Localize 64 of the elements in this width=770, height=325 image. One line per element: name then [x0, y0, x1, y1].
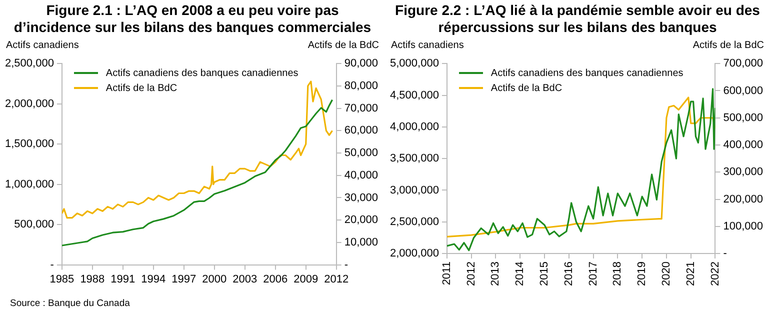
x-tick-label: 2022 [709, 262, 722, 286]
x-tick-label: 1988 [80, 273, 105, 286]
y-tick-label: 4,500,000 [390, 89, 439, 102]
y-axis-title: Actifs canadiens [6, 40, 79, 53]
y-tick-label: 2,000,000 [390, 248, 439, 260]
x-tick-label: 2003 [232, 273, 258, 286]
y-tick-label: 500,000 [14, 218, 54, 231]
y2-tick-label: 90,000 [344, 58, 378, 70]
x-tick-label: 2009 [294, 273, 318, 286]
y-tick-label: 3,500,000 [390, 152, 439, 165]
y-tick-label: 1,500,000 [5, 138, 54, 150]
x-tick-label: 1991 [110, 273, 136, 286]
x-tick-label: 2000 [202, 273, 227, 286]
y2-axis-title: Actifs de la BdC [308, 40, 379, 53]
y2-tick-label: 60,000 [344, 124, 378, 137]
y-axis-title: Actifs canadiens [391, 40, 464, 53]
x-tick-label: 2012 [324, 273, 349, 286]
y2-tick-label: 80,000 [344, 80, 378, 92]
y2-tick-label: 50,000 [344, 147, 378, 160]
y2-tick-label: 100,000 [723, 220, 764, 232]
y2-tick-label: 20,000 [344, 214, 378, 226]
y2-tick-label: 40,000 [344, 169, 378, 182]
y2-tick-label: 400,000 [723, 139, 764, 152]
chart-title: Figure 2.1 : L’AQ en 2008 a eu peu voire pas d’incidence sur les bilans des banques commerciales [12, 1, 372, 37]
x-tick-label: 2019 [636, 262, 648, 286]
x-tick-label: 1997 [172, 273, 196, 286]
x-tick-label: 2020 [660, 262, 672, 286]
y-tick-label: - [50, 258, 54, 271]
y-tick-label: 3,000,000 [390, 184, 439, 196]
y2-tick-label: 30,000 [344, 192, 378, 204]
x-tick-label: 2016 [562, 262, 575, 286]
x-tick-label: 2021 [684, 262, 697, 286]
x-tick-label: 1985 [50, 273, 74, 286]
x-tick-label: 2014 [514, 262, 526, 286]
legend-label: Actifs canadiens des banques canadiennes [490, 68, 684, 79]
y2-tick-label: 700,000 [723, 58, 764, 70]
x-tick-label: 2018 [612, 262, 624, 286]
legend-label: Actifs canadiens des banques canadiennes [106, 68, 298, 79]
x-tick-label: 2012 [465, 262, 478, 286]
y2-tick-label: 500,000 [723, 112, 764, 124]
legend-label: Actifs de la BdC [490, 82, 562, 94]
y2-axis-title: Actifs de la BdC [692, 40, 764, 53]
x-tick-label: 2011 [440, 262, 453, 286]
y-tick-label: 2,500,000 [390, 216, 439, 228]
y2-tick-label: - [344, 258, 348, 271]
x-tick-label: 2015 [538, 262, 551, 286]
y-tick-label: 2,500,000 [5, 58, 54, 70]
y2-tick-label: 300,000 [723, 166, 764, 178]
source-note: Source : Banque du Canada [10, 298, 130, 309]
y-tick-label: 1,000,000 [5, 178, 54, 190]
chart-title: Figure 2.2 : L’AQ lié à la pandémie semble avoir eu des répercussions sur les bilans des banques [394, 1, 761, 37]
y-tick-label: 2,000,000 [5, 98, 54, 110]
x-tick-label: 2006 [263, 273, 288, 286]
y2-tick-label: 200,000 [723, 193, 764, 206]
y2-tick-label: 10,000 [344, 236, 378, 248]
y-tick-label: 5,000,000 [390, 58, 439, 70]
y2-tick-label: 70,000 [344, 102, 378, 114]
x-tick-label: 2013 [490, 262, 502, 286]
x-tick-label: 2017 [587, 262, 600, 286]
x-tick-label: 1994 [141, 273, 166, 286]
y2-tick-label: 600,000 [723, 84, 764, 97]
y2-tick-label: - [723, 248, 728, 260]
y-tick-label: 4,000,000 [390, 120, 439, 133]
legend-label: Actifs de la BdC [106, 82, 178, 94]
